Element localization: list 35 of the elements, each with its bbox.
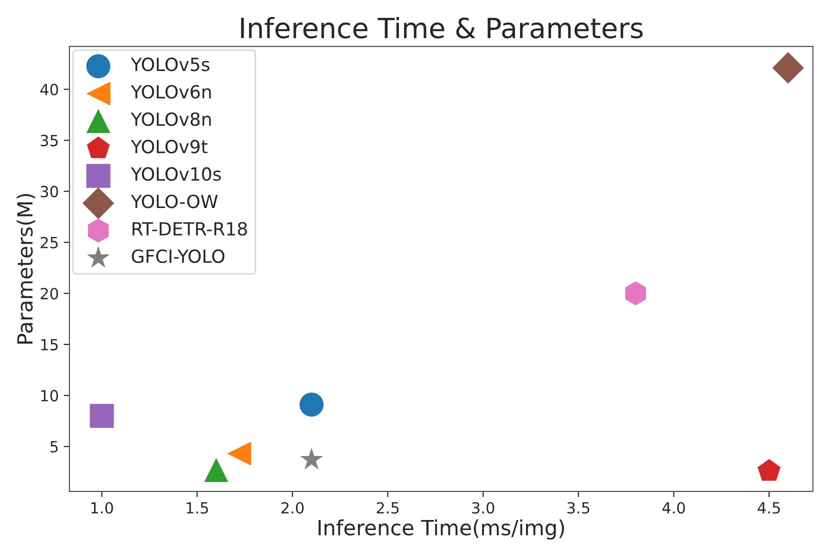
x-tick-label: 2.0 — [281, 502, 304, 514]
legend-label: YOLOv5s — [130, 58, 210, 72]
point — [90, 404, 114, 428]
point — [204, 458, 228, 482]
point — [300, 392, 324, 417]
y-tick-label: 15 — [41, 339, 58, 350]
point — [772, 52, 804, 84]
x-tick-label: 1.0 — [91, 502, 113, 514]
y-tick-label: 40 — [40, 84, 58, 96]
legend-label: YOLOv6n — [130, 84, 211, 99]
y-tick-label: 20 — [40, 288, 58, 300]
y-tick-label: 35 — [40, 134, 58, 146]
point — [625, 281, 646, 306]
x-tick-label: 3.5 — [567, 502, 590, 514]
legend-label: GFCI-YOLO — [132, 249, 224, 264]
x-tick-label: 2.5 — [376, 502, 399, 514]
point — [758, 458, 781, 481]
legend-label: YOLOv9t — [130, 140, 208, 154]
point — [227, 442, 252, 466]
legend-label: RT-DETR-R18 — [132, 222, 247, 236]
chart-title: Inference Time & Parameters — [241, 16, 643, 38]
x-tick-label: 4.5 — [758, 502, 780, 514]
legend-label: YOLOv8n — [130, 112, 211, 126]
legend-label: YOLOv10s — [130, 167, 221, 181]
y-tick-label: 5 — [50, 441, 58, 453]
x-tick-label: 1.5 — [186, 502, 208, 514]
x-axis-title: Inference Time(ms/img) — [318, 519, 564, 540]
y-tick-label: 30 — [40, 186, 58, 198]
y-tick-label: 10 — [41, 390, 58, 402]
y-tick-label: 25 — [40, 236, 58, 248]
x-tick-label: 3.0 — [472, 502, 494, 514]
y-axis-title: Parameters(M) — [16, 194, 36, 344]
legend-label: YOLO-OW — [130, 194, 218, 208]
x-tick-label: 4.0 — [662, 502, 685, 514]
point — [300, 448, 323, 470]
